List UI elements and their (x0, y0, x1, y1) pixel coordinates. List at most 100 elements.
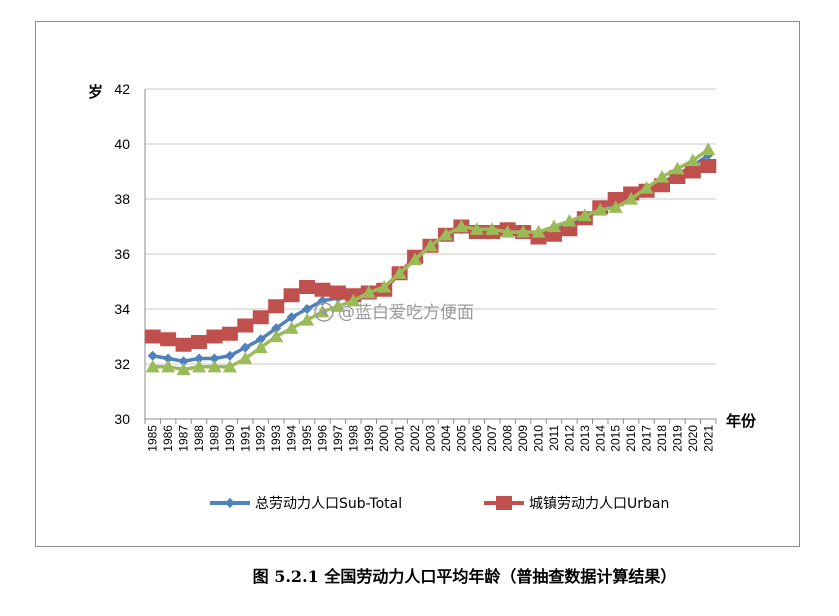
series-3-point (361, 285, 376, 299)
series-3-point (685, 153, 700, 167)
legend: 总劳动力人口Sub-Total 城镇劳动力人口Urban (210, 496, 669, 512)
series-3-point (562, 214, 577, 227)
series-3-point (608, 200, 623, 213)
series-1-point (147, 350, 158, 361)
series-2-point (160, 332, 177, 347)
x-tick-label: 1990 (223, 425, 237, 452)
series-3-point (670, 161, 685, 175)
x-tick-label: 2002 (408, 425, 422, 452)
series-3-point (593, 203, 608, 216)
series-3-point (207, 359, 222, 373)
y-tick-label: 34 (114, 301, 130, 317)
series-1-point (209, 353, 220, 364)
axes (144, 89, 717, 424)
series-2-point (237, 318, 254, 333)
x-tick-label: 1989 (207, 425, 221, 452)
x-tick-label: 2004 (439, 425, 453, 452)
series-2-point (283, 288, 300, 303)
x-tick-label: 1988 (192, 425, 206, 452)
series-2-point (252, 310, 269, 325)
y-axis-unit-label: 岁 (88, 83, 103, 101)
series-3-point (377, 280, 392, 293)
x-tick-label: 2019 (670, 425, 684, 452)
y-tick-label: 38 (114, 191, 130, 207)
series-3-point (546, 219, 561, 233)
x-axis-unit-label: 年份 (726, 412, 757, 430)
weibo-logo-dot (321, 309, 327, 315)
legend-item-1: 总劳动力人口Sub-Total (210, 496, 402, 512)
series-1-point (286, 312, 297, 323)
watermark-text: @蓝白爱吃方便面 (338, 303, 474, 323)
series-2-point (329, 285, 346, 300)
x-tick-label: 1997 (331, 425, 345, 452)
x-tick-label: 1995 (300, 425, 314, 452)
legend-label: 总劳动力人口Sub-Total (255, 496, 402, 512)
series-3-point (330, 299, 345, 312)
series-2-point (144, 329, 161, 344)
series-3-point (238, 351, 253, 365)
series-3-point (161, 359, 176, 373)
weibo-logo-icon (314, 302, 334, 322)
series-3-point (408, 252, 423, 266)
series-1-point (163, 353, 174, 364)
series-1-point (240, 342, 251, 353)
series-2-point (684, 164, 701, 179)
series-3-point (469, 222, 484, 235)
series-2-point (221, 326, 238, 341)
series-1-point (302, 304, 313, 314)
series-3-point (577, 208, 592, 222)
series-3-point (145, 359, 160, 373)
figure-caption: 图 5.2.1 全国劳动力人口平均年龄（普抽查数据计算结果） (252, 567, 677, 586)
y-tick-label: 30 (114, 411, 130, 427)
gridlines (145, 88, 716, 365)
series-3-point (701, 142, 716, 156)
series-2-point (191, 335, 208, 349)
x-tick-label: 2014 (593, 425, 607, 452)
series-1-point (194, 353, 205, 364)
x-tick-label: 2009 (516, 425, 530, 452)
x-tick-label: 2001 (393, 425, 407, 452)
series-2-point (607, 192, 624, 206)
chart-frame: 30 32 34 36 38 40 42 1985 1986 1987 1988 1989 1990 1… (35, 21, 800, 547)
series-3-point (192, 359, 207, 373)
watermark: @蓝白爱吃方便面 (314, 302, 474, 323)
y-tick-label: 32 (114, 356, 130, 372)
x-tick-labels: 1985 1986 1987 1988 1989 1990 1991 1992 1993 1994… (146, 425, 716, 452)
series-3-point (531, 225, 546, 238)
x-tick-label: 2017 (640, 425, 654, 452)
x-tick-label: 1985 (146, 425, 160, 452)
series-2-point (700, 159, 717, 173)
series-3-point (639, 181, 654, 194)
series-group (144, 142, 717, 376)
series-2-point (268, 299, 285, 314)
series-3-point (222, 359, 237, 373)
series-3-point (300, 313, 315, 326)
y-tick-labels: 30 32 34 36 38 40 42 (114, 81, 130, 427)
series-3-point (284, 321, 299, 334)
series-3-point (438, 227, 453, 241)
x-tick-label: 1991 (238, 425, 252, 452)
x-tick-label: 2016 (624, 425, 638, 452)
series-3-point (500, 225, 515, 238)
series-3-point (654, 170, 669, 183)
series-3-point (392, 266, 407, 279)
x-tick-label: 1987 (177, 425, 191, 452)
x-tick-label: 1996 (315, 425, 329, 452)
series-3-point (269, 329, 284, 343)
legend-item-2: 城镇劳动力人口Urban (484, 496, 669, 512)
x-tick-label: 2015 (609, 425, 623, 452)
series-2-point (314, 282, 331, 297)
series-3-point (624, 192, 639, 205)
x-tick-label: 2012 (562, 425, 576, 452)
x-tick-label: 1999 (362, 425, 376, 452)
x-tick-label: 2010 (532, 425, 546, 452)
series-2-point (206, 329, 223, 344)
series-3-point (454, 219, 469, 233)
series-3-point (516, 225, 531, 238)
x-tick-label: 2013 (578, 425, 592, 452)
legend-swatch-marker (496, 496, 512, 510)
x-tick-label: 2007 (485, 425, 499, 452)
y-tick-label: 40 (114, 136, 130, 152)
series-3-point (176, 362, 191, 376)
